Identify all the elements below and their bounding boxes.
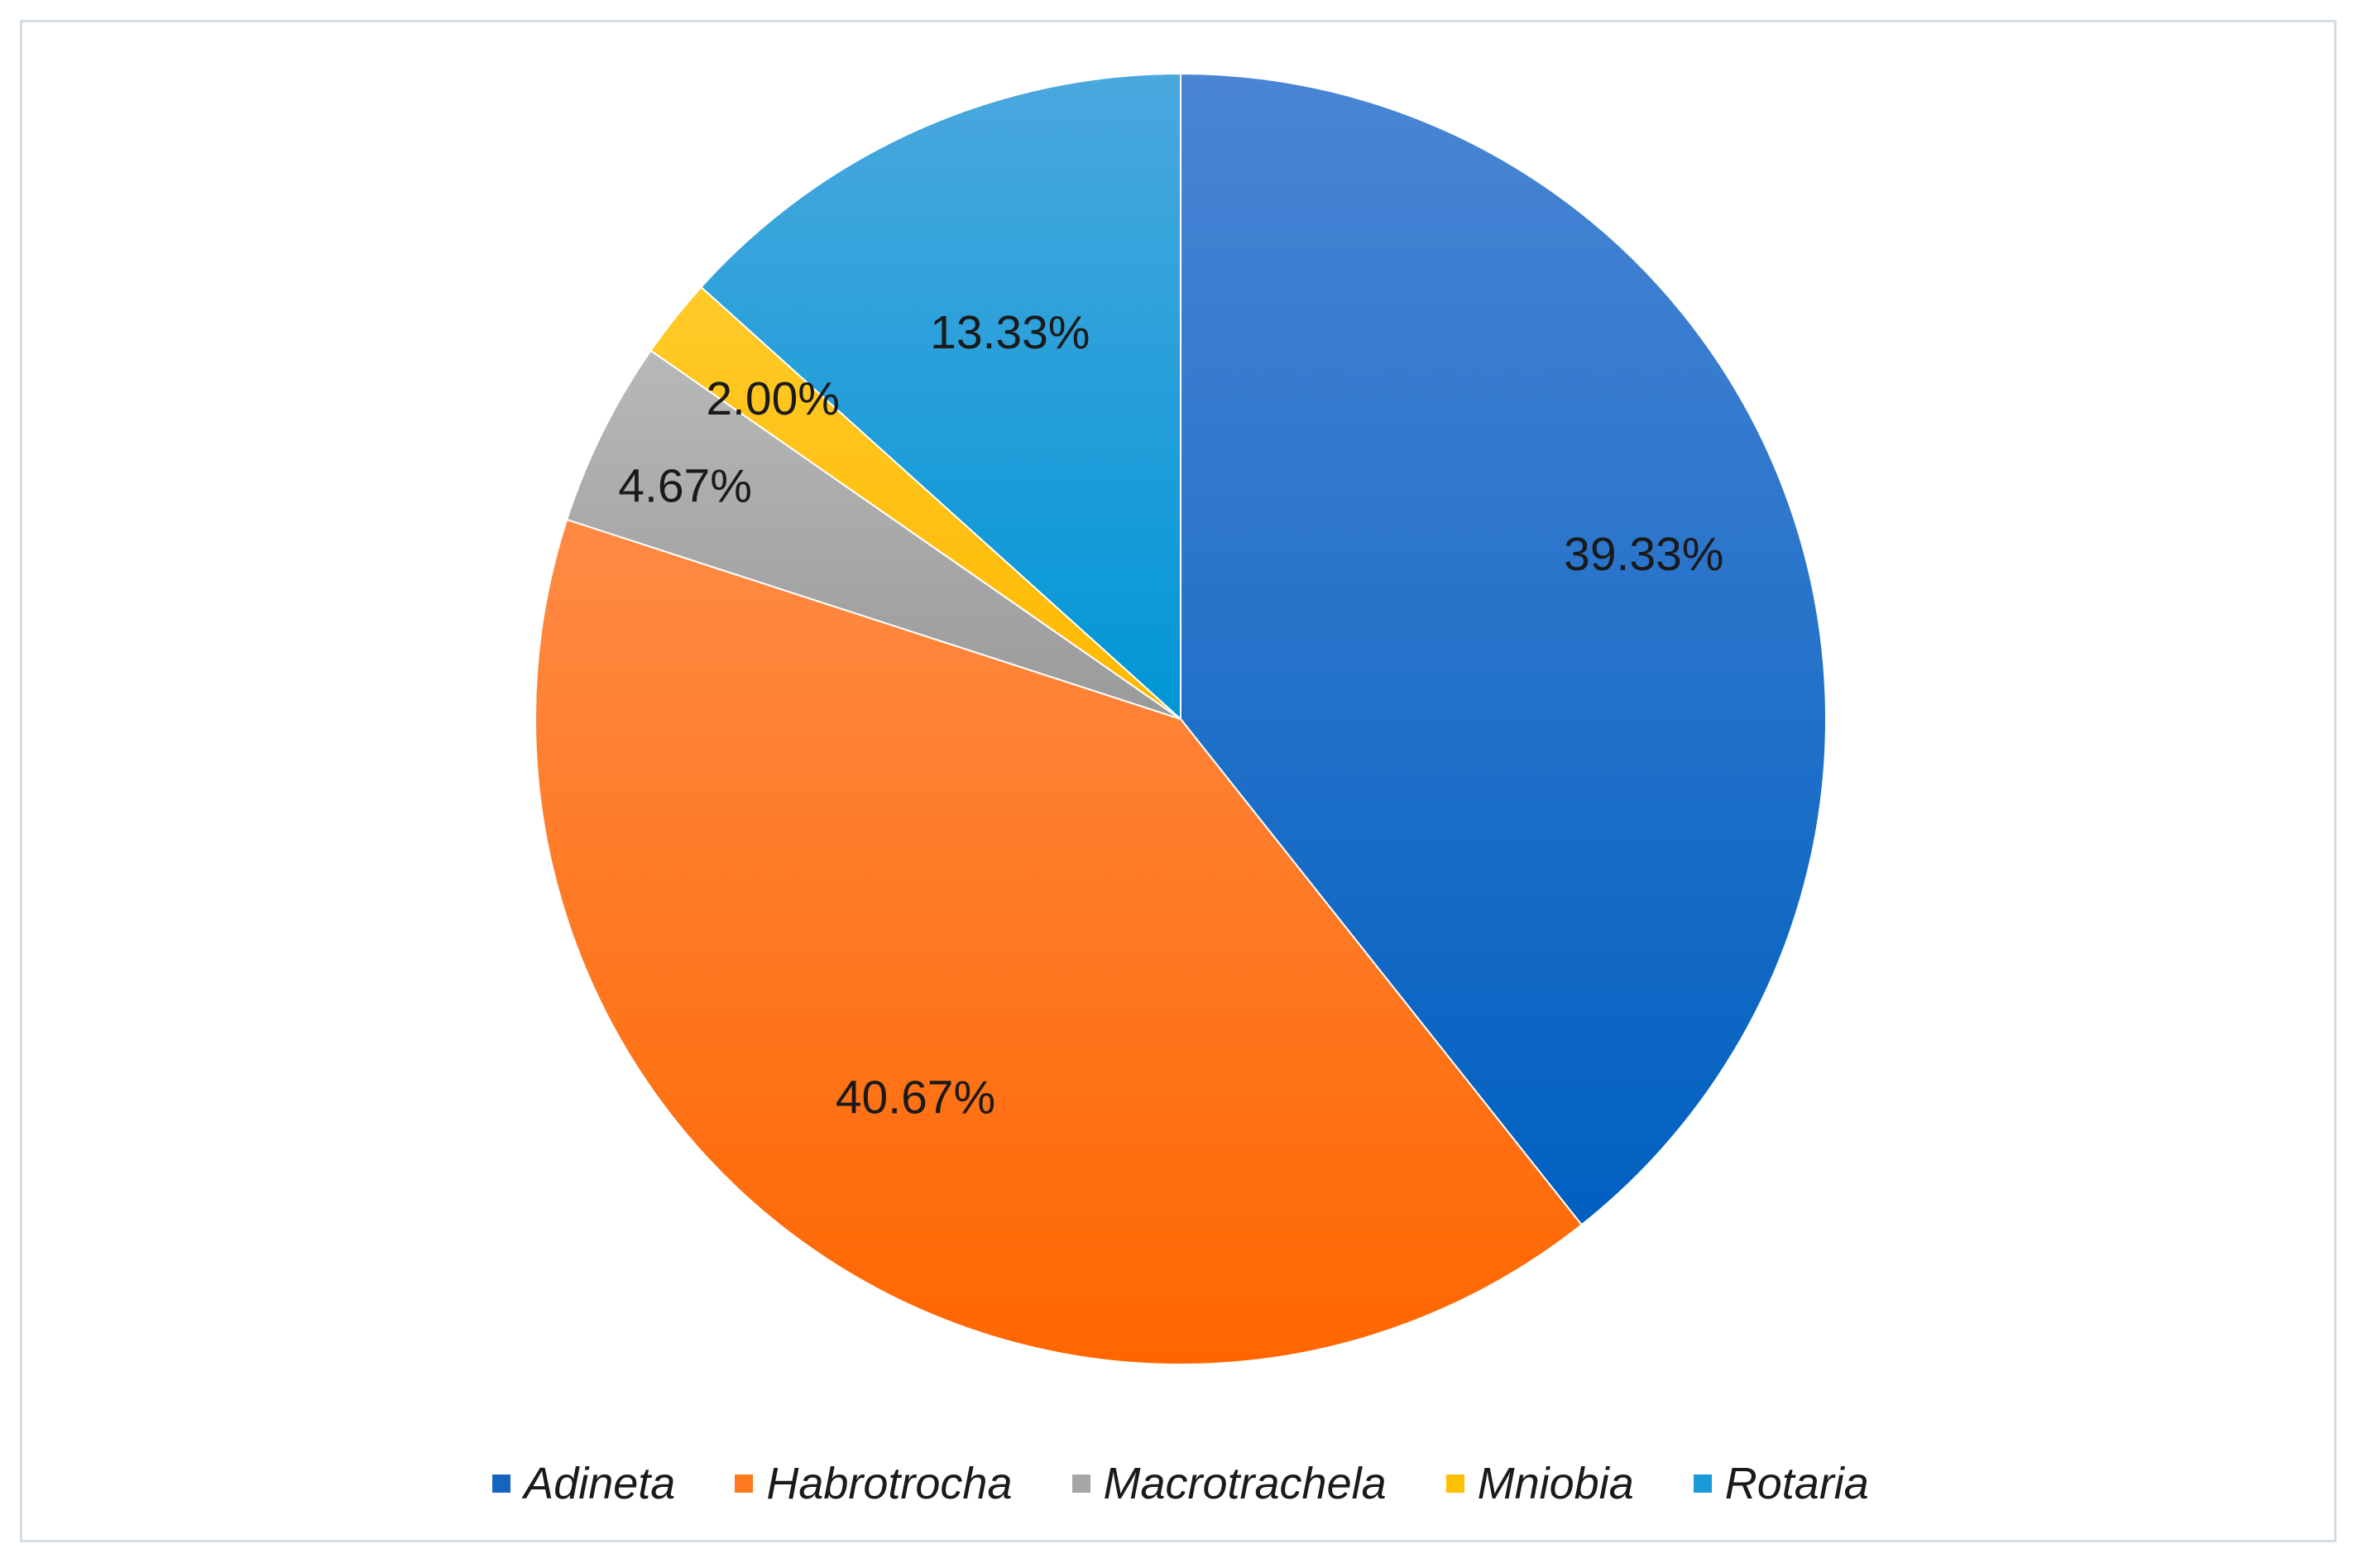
pie-slice-macrotrachela [565,349,1181,720]
legend-label-mniobia: Mniobia [1477,1459,1634,1508]
data-label-macrotrachela: 4.67% [618,460,752,513]
legend-swatch-rotaria [1693,1474,1712,1493]
pie-data-labels: 39.33% 40.67% 4.67% 2.00% 13.33% [618,306,1723,1124]
pie-slice-adineta [1180,72,1827,1226]
data-label-habrotrocha: 40.67% [836,1071,995,1124]
legend-swatch-mniobia [1445,1474,1464,1493]
pie-slices [534,72,1827,1365]
legend-label-rotaria: Rotaria [1724,1459,1869,1508]
legend-label-adineta: Adineta [524,1459,676,1508]
legend-label-habrotrocha: Habrotrocha [766,1459,1013,1508]
legend-swatch-adineta [492,1474,511,1493]
legend-swatch-habrotrocha [735,1474,754,1493]
chart-frame: 39.33% 40.67% 4.67% 2.00% 13.33% Adineta Habr… [20,20,2336,1542]
data-label-rotaria: 13.33% [930,306,1090,359]
legend-item-habrotrocha: Habrotrocha [735,1458,1013,1509]
legend-label-macrotrachela: Macrotrachela [1103,1459,1387,1508]
legend-swatch-macrotrachela [1071,1474,1090,1493]
legend-item-mniobia: Mniobia [1445,1458,1634,1509]
legend-item-rotaria: Rotaria [1693,1458,1869,1509]
legend: Adineta Habrotrocha Macrotrachela Mniobia Ro… [22,1458,2339,1509]
data-label-mniobia: 2.00% [706,372,840,425]
data-label-adineta: 39.33% [1564,528,1723,581]
pie-slice-habrotrocha [534,518,1584,1365]
legend-item-macrotrachela: Macrotrachela [1071,1458,1387,1509]
legend-item-adineta: Adineta [492,1458,675,1509]
pie-chart: 39.33% 40.67% 4.67% 2.00% 13.33% [534,72,1827,1365]
pie-slice-rotaria [700,72,1181,722]
